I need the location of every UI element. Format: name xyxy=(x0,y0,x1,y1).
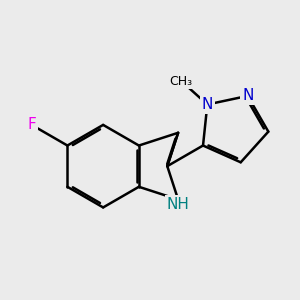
Text: N: N xyxy=(202,97,213,112)
Text: NH: NH xyxy=(167,197,190,212)
Text: N: N xyxy=(242,88,254,104)
Text: CH₃: CH₃ xyxy=(170,74,193,88)
Text: F: F xyxy=(27,117,36,132)
